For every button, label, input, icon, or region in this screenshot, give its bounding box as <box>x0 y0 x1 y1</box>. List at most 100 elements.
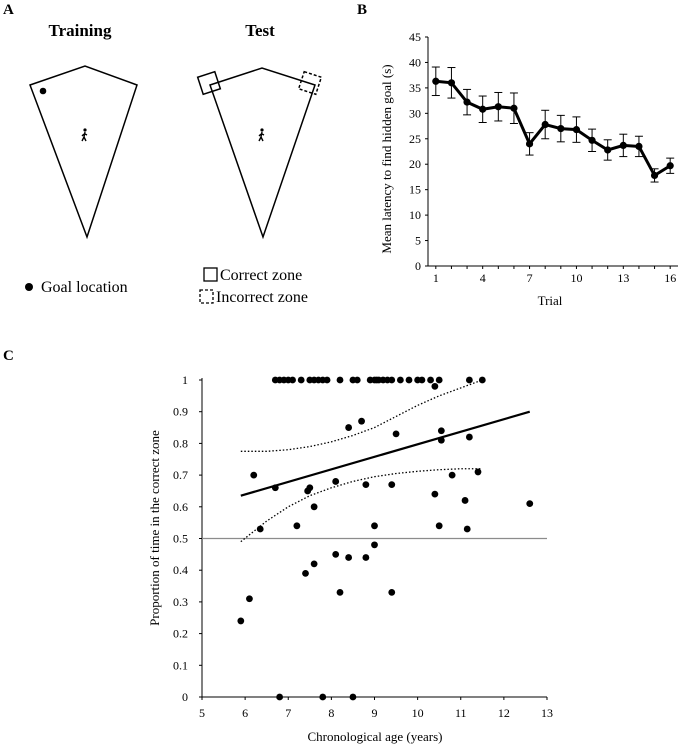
c-y-tick-label: 0.2 <box>173 627 188 641</box>
b-y-tick-label: 0 <box>415 259 421 273</box>
b-data-point <box>494 103 502 111</box>
c-y-axis-label: Proportion of time in the correct zone <box>147 430 162 626</box>
c-x-tick-label: 7 <box>285 706 291 720</box>
legend-correct-box <box>203 267 218 282</box>
c-data-point <box>345 424 353 431</box>
b-data-point <box>479 105 487 113</box>
legend-incorrect-label: Incorrect zone <box>216 289 308 306</box>
c-y-tick-label: 0.7 <box>173 468 188 482</box>
c-data-point <box>276 693 284 701</box>
c-data-point <box>463 525 471 533</box>
c-y-tick-label: 0.8 <box>173 436 188 450</box>
c-data-point <box>237 617 245 625</box>
c-data-point <box>362 481 370 489</box>
c-x-tick-label: 8 <box>328 706 334 720</box>
legend-incorrect-box <box>199 289 214 304</box>
b-x-tick-label: 10 <box>570 271 582 285</box>
c-data-point <box>336 376 344 384</box>
b-data-point <box>432 77 440 85</box>
training-title: Training <box>49 21 112 40</box>
c-data-point <box>437 427 445 435</box>
c-data-point <box>271 484 279 492</box>
c-data-point <box>353 376 361 384</box>
b-y-tick-label: 35 <box>409 81 421 95</box>
training-arena <box>29 65 138 240</box>
b-y-tick-label: 25 <box>409 132 421 146</box>
c-data-point <box>362 554 370 561</box>
c-x-tick-label: 10 <box>412 706 424 720</box>
c-data-point <box>349 693 357 701</box>
incorrect-zone-box <box>297 70 323 96</box>
b-data-point <box>619 141 627 149</box>
c-plot-area: 0 0.1 0.2 0.3 0.4 0.5 0.6 0.7 0.8 0.9 1 5 6 7 8 9 10 11 12… <box>173 373 553 720</box>
b-x-tick-label: 16 <box>664 271 676 285</box>
c-y-tick-label: 0.4 <box>173 563 188 577</box>
c-data-point <box>396 376 404 384</box>
b-y-tick-label: 40 <box>409 55 421 69</box>
c-data-point <box>297 376 305 384</box>
test-arena <box>209 67 316 240</box>
correct-zone-box <box>196 70 222 96</box>
b-data-point <box>463 98 471 106</box>
b-y-tick-label: 5 <box>415 234 421 248</box>
b-x-tick-label: 7 <box>527 271 533 285</box>
b-data-point <box>557 125 565 133</box>
b-data-point <box>541 120 549 129</box>
c-data-point <box>256 525 264 533</box>
b-y-tick-label: 30 <box>409 106 421 120</box>
c-data-point <box>371 522 378 530</box>
b-x-tick-label: 4 <box>480 271 486 285</box>
b-data-point <box>650 171 659 180</box>
c-data-point <box>310 503 318 511</box>
test-person-icon <box>258 128 265 142</box>
c-data-point <box>332 478 340 485</box>
b-plot-area: 0 5 10 15 20 25 30 35 40 45 1 4 7 10 13 16 <box>409 30 678 285</box>
c-data-point <box>526 500 534 508</box>
c-data-point <box>304 487 312 495</box>
b-data-point <box>525 140 534 148</box>
c-data-point <box>427 376 434 384</box>
b-data-point <box>572 126 581 134</box>
c-x-axis-label: Chronological age (years) <box>307 729 442 744</box>
c-data-point <box>461 497 469 504</box>
training-person-icon <box>81 128 88 142</box>
goal-location-marker <box>39 87 47 95</box>
c-data-point <box>332 550 340 558</box>
c-data-point <box>246 595 253 603</box>
panel-b-letter: B <box>357 2 367 18</box>
c-data-point <box>448 471 456 479</box>
b-data-point <box>588 136 596 144</box>
c-data-point <box>431 490 439 498</box>
c-x-tick-label: 13 <box>541 706 553 720</box>
c-data-point <box>392 430 400 438</box>
c-data-point <box>478 376 486 384</box>
c-data-point <box>435 376 443 384</box>
b-x-tick-label: 13 <box>617 271 629 285</box>
c-x-tick-label: 5 <box>199 706 205 720</box>
b-series-line <box>435 79 671 178</box>
c-data-point <box>371 541 378 549</box>
b-x-tick-label: 1 <box>433 271 439 285</box>
c-data-point <box>437 436 445 444</box>
panel-b: B Mean latency to find hidden goal (s) T… <box>357 2 678 308</box>
c-data-point <box>388 481 396 489</box>
c-y-tick-label: 0 <box>182 690 188 704</box>
c-regression-line <box>240 410 531 497</box>
b-data-point <box>604 146 612 154</box>
c-data-point <box>465 376 473 384</box>
c-x-tick-label: 6 <box>242 706 248 720</box>
b-x-axis-label: Trial <box>538 293 563 308</box>
c-data-point <box>405 376 413 384</box>
panel-a-letter: A <box>3 2 14 18</box>
test-title: Test <box>245 21 275 40</box>
b-data-point <box>666 162 674 170</box>
c-data-point <box>418 376 426 384</box>
c-data-point <box>435 522 443 530</box>
panel-a: A Training Test Goal location Correct zo… <box>3 2 323 306</box>
legend-correct-label: Correct zone <box>220 267 302 284</box>
c-data-point <box>388 588 396 596</box>
c-x-tick-label: 9 <box>372 706 378 720</box>
legend-goal-label: Goal location <box>41 279 128 296</box>
c-data-point <box>302 569 309 577</box>
